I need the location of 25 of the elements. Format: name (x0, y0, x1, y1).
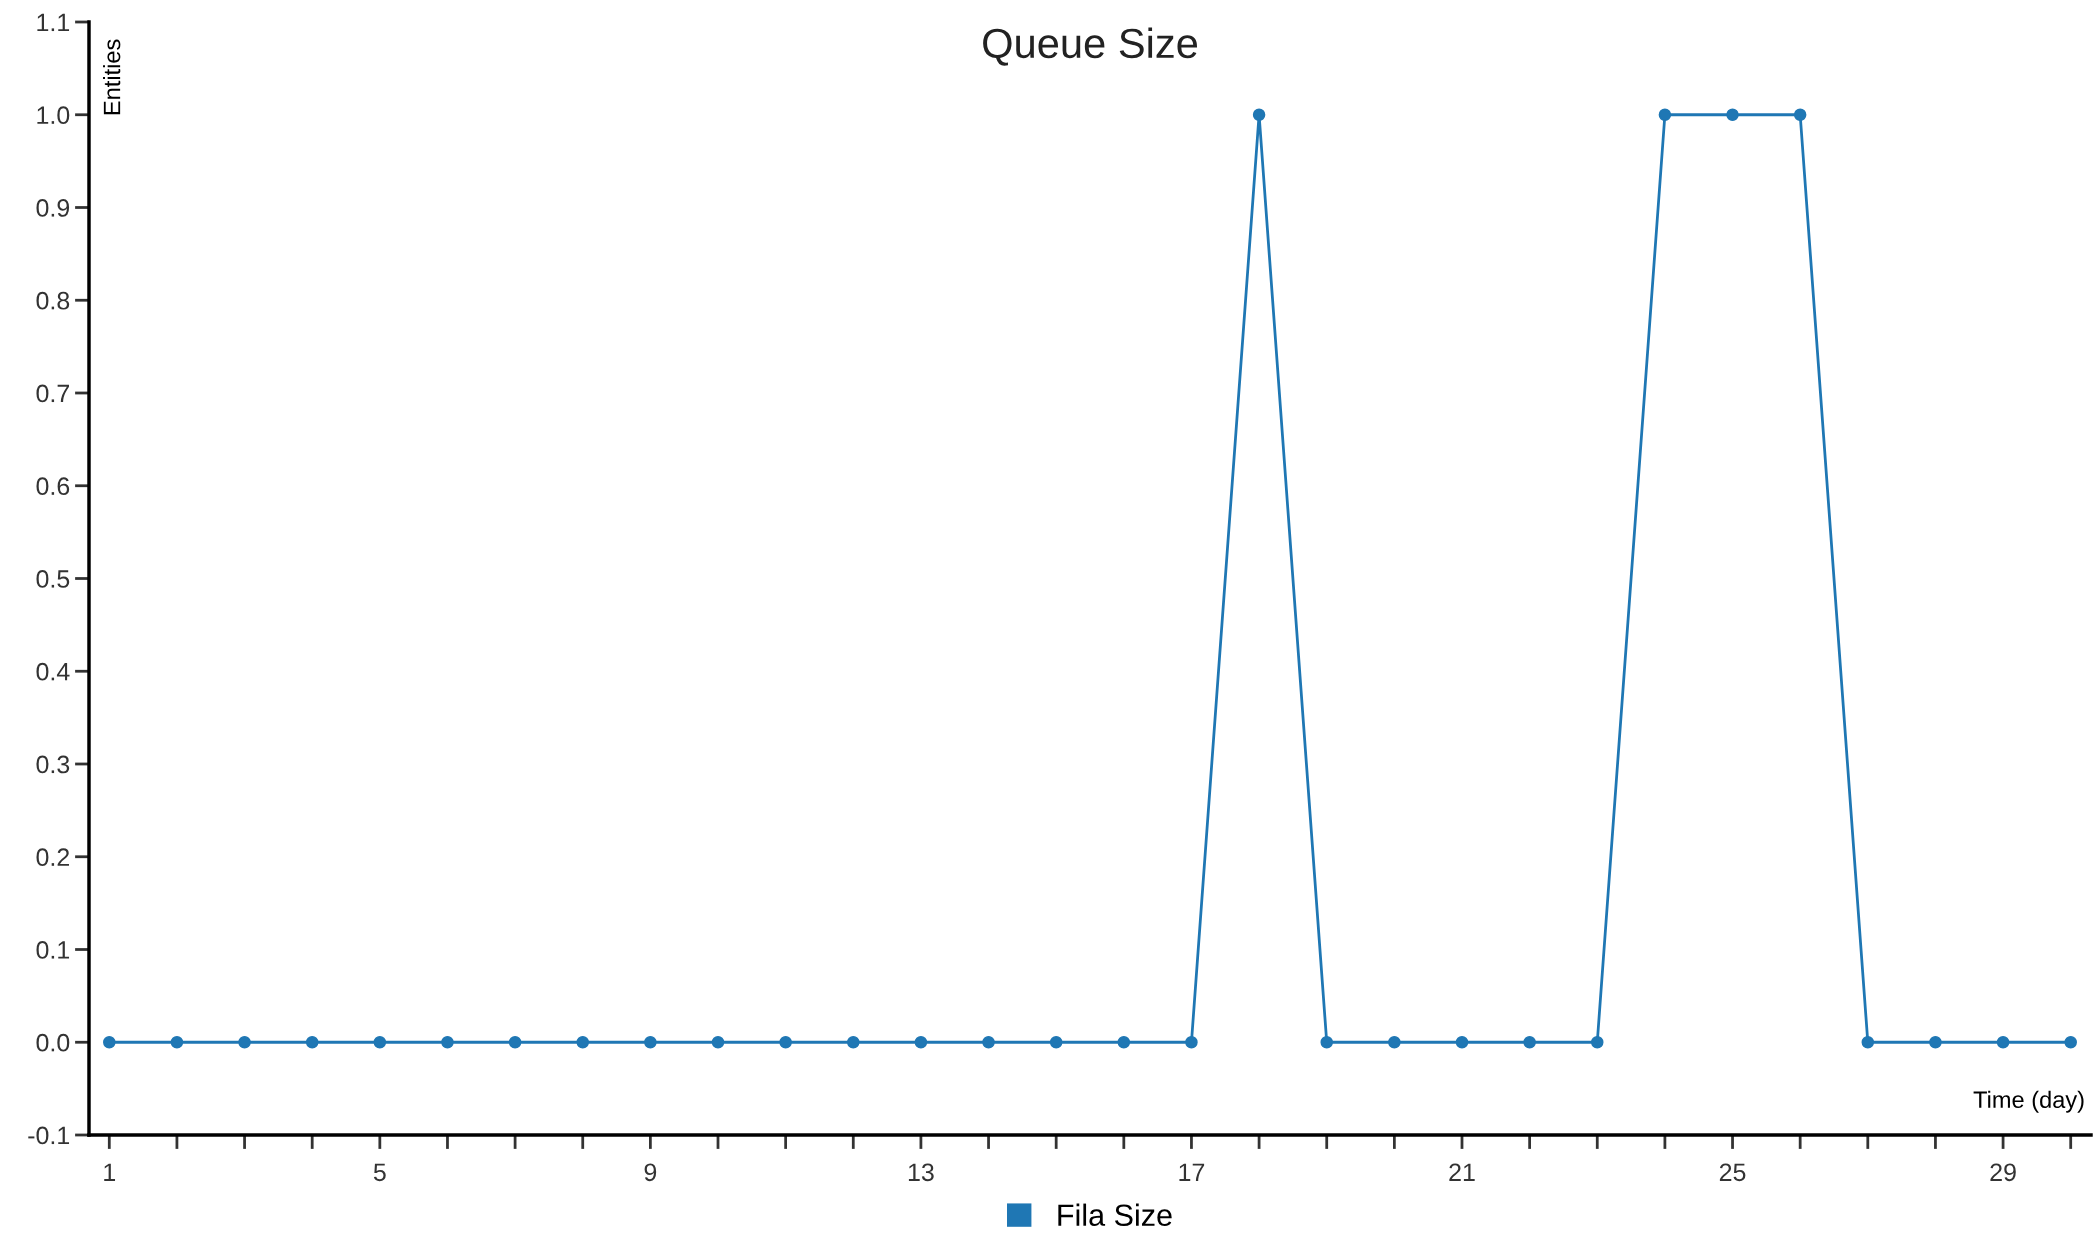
x-tick-label: 21 (1449, 1163, 1475, 1181)
y-tick-label: 0.0 (36, 1033, 70, 1052)
y-tick-label: 0.6 (36, 477, 70, 496)
x-tick-label: 1 (104, 1163, 116, 1181)
y-tick-label: 0.5 (36, 570, 70, 588)
x-tick-label: 5 (373, 1163, 386, 1182)
x-tick-label: 29 (1990, 1163, 2016, 1182)
x-tick-label: 9 (644, 1163, 657, 1182)
x-tick-label: 17 (1179, 1163, 1205, 1181)
x-tick-label: 25 (1719, 1163, 1746, 1182)
y-axis-title: Entities (103, 39, 121, 115)
y-tick-label: 0.9 (36, 199, 70, 217)
y-tick-label: 1.0 (37, 106, 70, 125)
y-tick-label: 1.1 (37, 13, 70, 32)
y-tick-label: -0.1 (28, 1126, 70, 1145)
x-tick-label: 13 (908, 1163, 934, 1182)
y-tick-label: 0.3 (36, 755, 70, 774)
y-tick-label: 0.8 (36, 291, 70, 310)
chart-title: Queue Size (983, 27, 1198, 66)
x-axis-title: Time (day) (1973, 1090, 2084, 1113)
legend-label: Fila Size (1058, 1203, 1172, 1227)
y-tick-label: 0.2 (36, 848, 69, 867)
y-tick-label: 0.4 (36, 662, 70, 681)
y-tick-label: 0.1 (36, 941, 70, 959)
y-tick-label: 0.7 (36, 384, 69, 403)
